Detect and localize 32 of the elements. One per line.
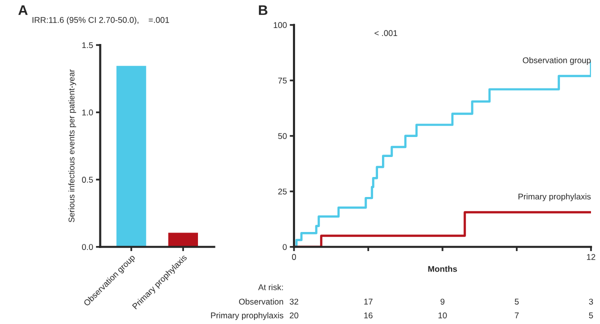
text: B [258,5,268,15]
y-tick-label: 75 [278,78,287,84]
text: 5 [589,312,593,318]
text: 3 [589,298,593,305]
y-tick-label: 0 [282,244,287,250]
text: At risk: [258,284,283,290]
y-tick-label: 100 [274,22,287,28]
y-tick-label: 1.0 [82,110,93,116]
x-axis-title: Months [428,266,457,272]
text: 9 [440,298,444,305]
series-label: Primary prophylaxis [518,193,591,202]
y-tick-label: 0.5 [82,176,93,183]
y-axis-title: Serious infectious events per patient-year [68,69,76,222]
text: 7 [514,312,519,318]
y-tick-label: 0.0 [82,244,93,250]
text: 17 [364,298,372,305]
text: A [18,5,28,15]
text: 16 [364,312,373,318]
y-tick-label: 50 [278,133,287,140]
text: Observation [239,298,284,305]
x-tick-label: 0 [292,254,296,260]
annotation: < .001 [374,30,398,36]
y-tick-label: 1.5 [82,42,93,48]
chart-title: IRR:11.6 (95% CI 2.70-50.0), =.001 [32,16,170,25]
text: Primary prophylaxis [211,312,284,320]
y-tick-label: 25 [278,188,287,195]
text: 5 [514,298,519,305]
series-label: Observation group [522,57,591,65]
text: 20 [290,312,298,318]
text: 32 [290,298,298,305]
text: 10 [438,312,447,318]
x-tick-label: 12 [587,254,596,260]
